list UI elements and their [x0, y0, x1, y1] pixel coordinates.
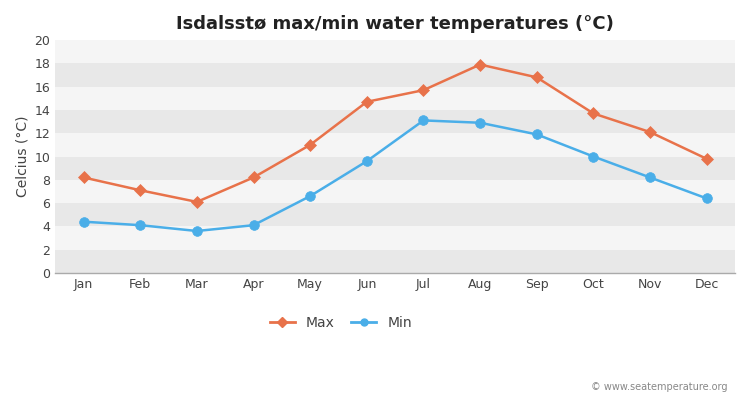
- Bar: [56, 110, 735, 133]
- Max: [136, 188, 145, 193]
- Bar: [56, 87, 735, 110]
- Min: [476, 120, 484, 125]
- Min: [306, 194, 315, 198]
- Max: [362, 100, 371, 104]
- Min: [646, 175, 655, 180]
- Bar: [56, 203, 735, 226]
- Min: [249, 223, 258, 228]
- Min: [589, 154, 598, 159]
- Bar: [56, 63, 735, 87]
- Line: Max: Max: [80, 60, 711, 206]
- Max: [249, 175, 258, 180]
- Max: [306, 142, 315, 147]
- Bar: [56, 226, 735, 250]
- Max: [646, 130, 655, 134]
- Min: [193, 229, 202, 234]
- Min: [79, 219, 88, 224]
- Bar: [56, 180, 735, 203]
- Title: Isdalsstø max/min water temperatures (°C): Isdalsstø max/min water temperatures (°C…: [176, 15, 614, 33]
- Text: © www.seatemperature.org: © www.seatemperature.org: [591, 382, 728, 392]
- Line: Min: Min: [79, 116, 712, 236]
- Min: [532, 132, 542, 137]
- Min: [362, 159, 371, 164]
- Min: [136, 223, 145, 228]
- Bar: [56, 133, 735, 156]
- Bar: [56, 250, 735, 273]
- Min: [419, 118, 428, 123]
- Max: [589, 111, 598, 116]
- Max: [419, 88, 428, 92]
- Bar: [56, 40, 735, 63]
- Max: [532, 75, 542, 80]
- Max: [193, 200, 202, 204]
- Max: [476, 62, 484, 67]
- Legend: Max, Min: Max, Min: [264, 310, 418, 335]
- Bar: [56, 156, 735, 180]
- Max: [702, 156, 711, 161]
- Min: [702, 196, 711, 201]
- Max: [79, 175, 88, 180]
- Y-axis label: Celcius (°C): Celcius (°C): [15, 116, 29, 197]
